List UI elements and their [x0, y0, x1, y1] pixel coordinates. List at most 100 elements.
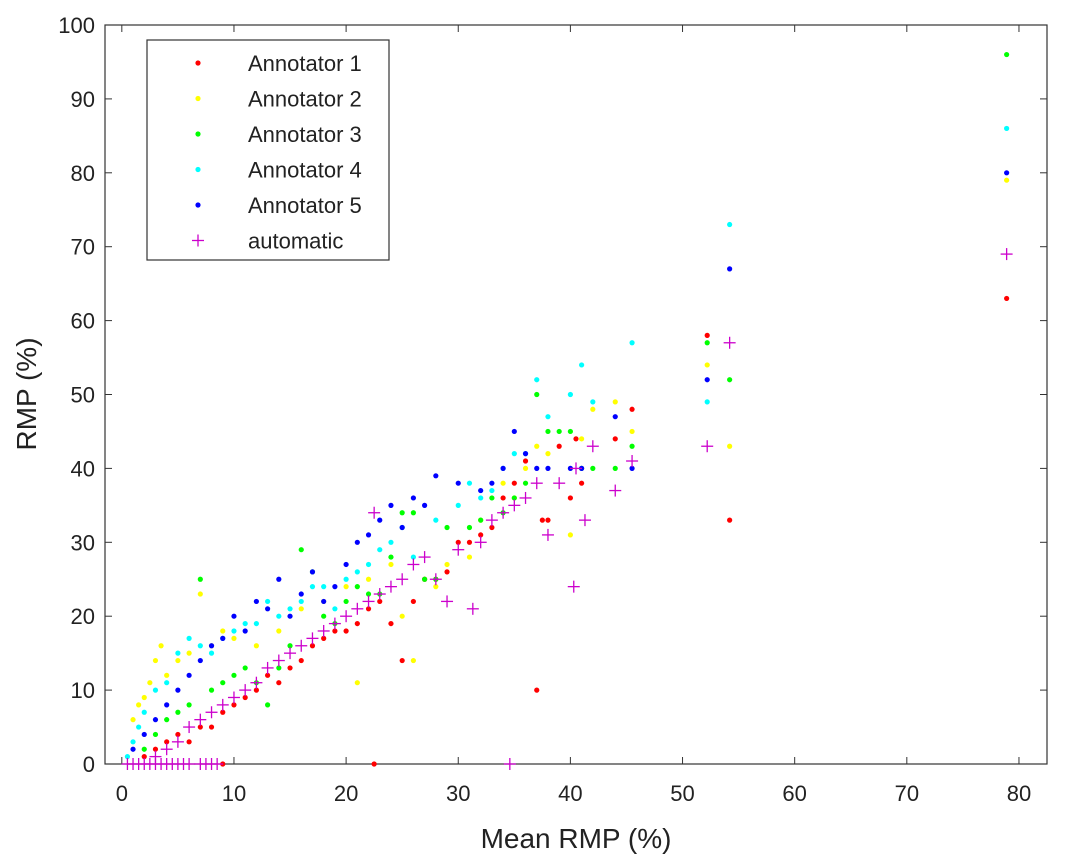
data-point-automatic	[373, 588, 386, 601]
data-point	[511, 451, 517, 457]
legend-item: Annotator 3	[195, 122, 362, 147]
data-point-automatic	[183, 758, 196, 770]
data-point	[195, 131, 201, 137]
data-point	[231, 702, 237, 708]
legend-item: automatic	[192, 229, 343, 254]
legend-item: Annotator 2	[195, 87, 362, 112]
series-annotator-2	[130, 177, 1010, 723]
data-point	[309, 643, 316, 649]
data-point	[343, 576, 349, 582]
data-point	[522, 465, 529, 471]
data-point	[629, 428, 635, 435]
data-point-automatic	[578, 514, 591, 527]
data-point	[343, 561, 349, 568]
data-point	[332, 606, 338, 612]
data-point	[511, 480, 517, 486]
data-point	[152, 717, 159, 723]
data-point	[567, 532, 573, 538]
data-point	[478, 495, 484, 501]
data-point	[231, 628, 237, 634]
data-point	[629, 406, 635, 412]
legend: Annotator 1 Annotator 2 Annotator 3 Annotat…	[146, 39, 390, 261]
y-axis-label: RMP (%)	[11, 337, 42, 450]
data-point	[410, 510, 416, 516]
legend-label: Annotator 3	[248, 122, 362, 147]
data-point	[152, 746, 159, 752]
data-point	[478, 517, 484, 523]
data-point	[354, 620, 360, 627]
data-point	[612, 436, 618, 442]
data-point	[556, 428, 562, 435]
data-point	[265, 672, 271, 678]
data-point	[276, 628, 282, 634]
data-point	[590, 399, 596, 405]
data-point	[522, 458, 529, 464]
data-point	[377, 598, 383, 605]
data-point	[489, 480, 495, 486]
data-point	[579, 362, 585, 368]
data-point	[298, 657, 304, 664]
data-point	[573, 436, 579, 442]
data-point	[220, 635, 226, 641]
data-point	[534, 687, 540, 693]
data-point	[612, 414, 618, 420]
data-point-automatic	[284, 647, 297, 660]
data-point	[489, 524, 495, 531]
data-point	[704, 332, 710, 338]
data-point	[377, 517, 383, 523]
data-point	[158, 643, 164, 649]
data-point	[365, 561, 372, 568]
data-point	[455, 539, 461, 545]
data-point-automatic	[239, 684, 252, 697]
data-point-automatic	[306, 632, 319, 645]
data-point	[332, 628, 338, 634]
data-point	[175, 657, 181, 664]
data-point	[343, 598, 349, 605]
x-tick-label: 30	[446, 781, 470, 806]
data-point	[579, 436, 585, 442]
data-point	[727, 517, 733, 523]
data-point-automatic	[553, 477, 566, 490]
y-tick-label: 80	[71, 161, 95, 186]
y-tick-label: 30	[71, 530, 95, 555]
data-point	[556, 443, 562, 449]
data-point	[433, 517, 439, 523]
data-point	[388, 561, 394, 568]
data-point-automatic	[396, 573, 409, 586]
data-point	[489, 487, 495, 494]
data-point	[287, 665, 293, 671]
data-point-automatic	[418, 551, 431, 564]
data-point	[321, 598, 327, 605]
data-point	[253, 620, 259, 627]
legend-label: Annotator 1	[248, 51, 362, 76]
data-point	[276, 576, 282, 582]
data-point	[545, 517, 551, 523]
data-point-automatic	[452, 543, 465, 556]
legend-item: Annotator 5	[195, 193, 362, 218]
data-point	[136, 724, 142, 730]
data-point	[590, 465, 596, 471]
data-point	[399, 510, 405, 516]
data-point-automatic	[407, 558, 420, 571]
data-point	[164, 680, 170, 686]
data-point	[253, 687, 259, 693]
data-point	[478, 487, 484, 494]
data-point	[545, 451, 551, 457]
data-point	[309, 569, 316, 575]
data-point	[704, 340, 710, 346]
data-point-automatic	[183, 721, 196, 734]
data-point	[377, 547, 383, 553]
data-point	[332, 584, 338, 590]
x-tick-label: 10	[222, 781, 246, 806]
data-point	[433, 584, 439, 590]
data-point	[321, 613, 327, 619]
data-point	[124, 754, 131, 760]
legend-label: Annotator 5	[248, 193, 362, 218]
data-point-automatic	[211, 758, 224, 770]
data-point	[388, 539, 394, 545]
data-point	[175, 709, 181, 715]
data-point	[365, 591, 372, 597]
data-point	[287, 643, 293, 649]
y-tick-label: 60	[71, 309, 95, 334]
